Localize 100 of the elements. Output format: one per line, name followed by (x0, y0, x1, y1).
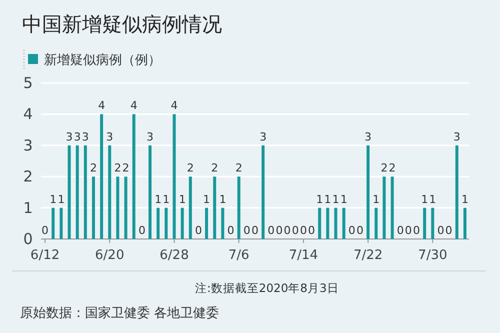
y-tick-label: 1 (23, 198, 33, 217)
y-tick-label: 3 (23, 136, 33, 154)
x-tick-label: 7/30 (418, 248, 448, 263)
data-label: 0 (356, 224, 364, 237)
x-tick-label: 6/20 (95, 248, 124, 263)
y-tick-label: 0 (23, 230, 33, 248)
data-label: 1 (324, 192, 332, 206)
bar (76, 145, 79, 239)
x-tick-label: 6/12 (30, 248, 60, 263)
bar (262, 145, 265, 239)
data-label: 3 (146, 130, 154, 144)
data-label: 4 (170, 99, 178, 112)
bar (60, 208, 63, 239)
data-label: 0 (42, 224, 49, 237)
data-label: 1 (219, 192, 226, 206)
data-label: 0 (276, 224, 283, 237)
data-label: 3 (82, 130, 89, 144)
data-label: 0 (284, 224, 291, 237)
data-label: 4 (98, 99, 106, 112)
data-label: 0 (404, 224, 412, 237)
data-label: 2 (114, 162, 122, 175)
bar (108, 145, 112, 239)
data-label: 0 (413, 224, 420, 237)
bar (326, 208, 330, 239)
data-label: 3 (66, 130, 73, 144)
bar (164, 208, 168, 239)
data-label: 0 (308, 224, 316, 237)
data-label: 0 (252, 224, 258, 237)
y-tick-label: 2 (23, 168, 33, 186)
data-label: 1 (332, 192, 340, 206)
bar (318, 208, 322, 239)
data-label: 1 (421, 192, 428, 206)
data-label: 2 (380, 162, 388, 175)
data-label: 1 (203, 192, 210, 206)
data-label: 0 (437, 224, 444, 237)
bar (455, 145, 458, 239)
data-label: 2 (90, 162, 97, 175)
data-label: 2 (235, 162, 242, 175)
bar (92, 176, 95, 239)
bar (132, 114, 136, 239)
data-label: 1 (50, 192, 57, 206)
data-label: 1 (372, 192, 380, 206)
bar (342, 208, 346, 239)
data-label: 0 (194, 224, 202, 237)
data-label: 1 (429, 192, 436, 206)
y-tick-label: 5 (23, 74, 33, 92)
data-label: 1 (154, 192, 162, 206)
data-label: 1 (162, 192, 170, 206)
data-label: 0 (445, 224, 452, 237)
x-tick-label: 7/6 (228, 248, 250, 263)
data-label: 3 (106, 130, 114, 144)
y-tick-label: 4 (23, 105, 33, 124)
chart-title: 中国新增疑似病例情况 (22, 12, 222, 36)
legend-label: 新增疑似病例（例） (44, 53, 161, 68)
bar (188, 176, 192, 239)
text: 注:数据截至2020年8月3日 (195, 281, 339, 295)
bar (221, 208, 224, 239)
bar (116, 176, 120, 239)
bar (374, 208, 378, 239)
data-label: 1 (340, 192, 348, 206)
bar (84, 145, 87, 239)
data-label: 0 (243, 224, 250, 237)
bar (423, 208, 426, 239)
bar (124, 176, 128, 239)
data-label: 3 (364, 130, 372, 144)
bar (100, 114, 104, 239)
bar (156, 208, 160, 239)
data-label: 3 (453, 130, 460, 144)
bar (205, 208, 208, 239)
bar (148, 145, 152, 239)
bar (213, 176, 216, 239)
bar (366, 145, 370, 239)
x-tick-label: 7/14 (288, 248, 318, 263)
x-tick-label: 7/22 (353, 248, 383, 263)
data-label: 2 (388, 162, 396, 175)
data-label: 2 (186, 162, 194, 175)
data-label: 3 (260, 130, 267, 144)
bar (68, 145, 71, 239)
bar (237, 176, 240, 239)
data-label: 1 (58, 192, 65, 206)
bar (334, 208, 338, 239)
data-label: 0 (227, 224, 234, 237)
bar (463, 208, 466, 239)
data-label: 0 (300, 224, 307, 237)
bar (431, 208, 434, 239)
data-label: 2 (211, 162, 218, 175)
text: 原始数据：国家卫健委 各地卫健委 (20, 305, 220, 321)
data-label: 0 (268, 224, 275, 237)
bar (180, 208, 184, 239)
bar (390, 176, 394, 239)
bar (52, 208, 55, 239)
data-label: 1 (316, 192, 324, 206)
data-label: 1 (461, 192, 468, 206)
data-label: 4 (130, 99, 138, 112)
data-label: 0 (138, 224, 146, 237)
data-label: 2 (122, 162, 130, 175)
data-label: 0 (396, 224, 404, 237)
data-label: 0 (292, 224, 299, 237)
bar (172, 114, 176, 239)
data-label: 3 (74, 130, 81, 144)
